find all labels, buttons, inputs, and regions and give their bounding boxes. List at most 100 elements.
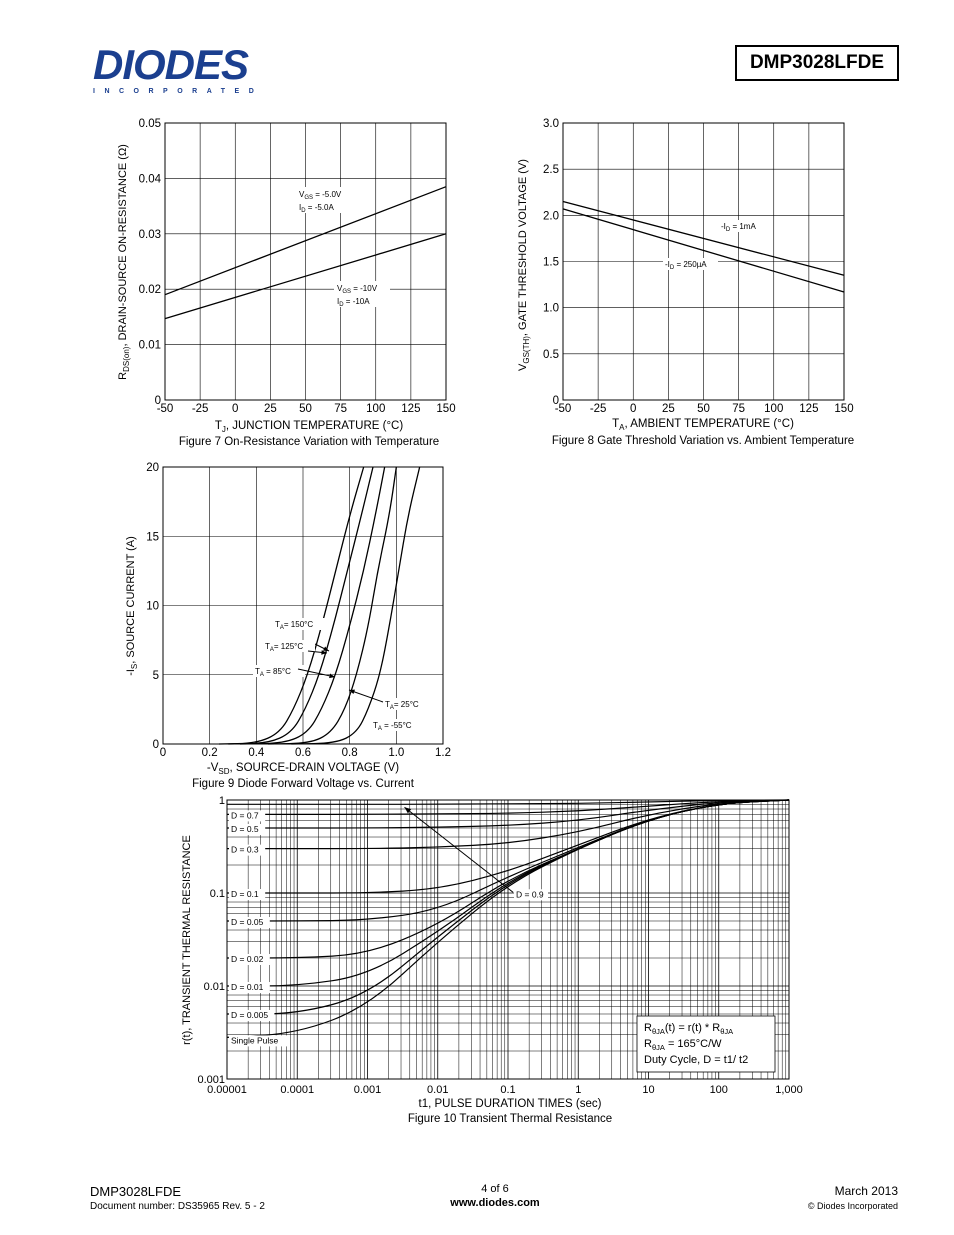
x-tick-label: 1.0 xyxy=(388,747,404,759)
svg-text:TA= 150°C: TA= 150°C xyxy=(275,620,313,631)
footer-left: DMP3028LFDE Document number: DS35965 Rev… xyxy=(90,1184,265,1212)
footer-copyright: © Diodes Incorporated xyxy=(807,1201,898,1211)
svg-text:D = 0.1: D = 0.1 xyxy=(231,889,259,899)
figure-8-annotation-250ua: -ID = 250µA xyxy=(663,258,718,271)
duty-cycle-label: Single Pulse xyxy=(229,1035,289,1047)
duty-cycle-0-9-label: D = 0.9 xyxy=(404,806,548,901)
x-tick-label: 0.4 xyxy=(248,747,265,759)
x-tick-label: 75 xyxy=(732,403,745,415)
x-tick-label: 0.0001 xyxy=(280,1084,314,1096)
y-tick-label: 0 xyxy=(155,395,161,407)
series-line-9 xyxy=(226,799,790,1038)
series-line-0 xyxy=(164,186,447,296)
footer-docnum: Document number: DS35965 Rev. 5 - 2 xyxy=(90,1201,265,1212)
y-tick-label: 20 xyxy=(146,462,159,474)
x-tick-label: 0 xyxy=(232,403,238,415)
x-tick-label: 125 xyxy=(401,403,420,415)
y-tick-label: 0.5 xyxy=(543,349,559,361)
y-tick-label: 5 xyxy=(153,670,159,682)
x-tick-label: 0.8 xyxy=(342,747,358,759)
svg-text:VGS = -5.0V: VGS = -5.0V xyxy=(299,190,342,201)
duty-cycle-label: D = 0.005 xyxy=(229,1009,275,1021)
logo-subtitle: INCORPORATED xyxy=(93,88,264,95)
svg-text:TA = 85°C: TA = 85°C xyxy=(255,667,291,678)
figure-8-caption: Figure 8 Gate Threshold Variation vs. Am… xyxy=(552,435,854,447)
label-arrow xyxy=(404,806,514,893)
figure-8-xlabel: TA, AMBIENT TEMPERATURE (°C) xyxy=(612,418,794,432)
x-tick-label: 1 xyxy=(575,1084,581,1096)
series-line-4 xyxy=(291,466,421,745)
x-tick-label: -25 xyxy=(590,403,607,415)
figure-9-series-label: TA = 85°C xyxy=(253,665,336,679)
series-line-3 xyxy=(267,466,397,745)
x-tick-label: 150 xyxy=(436,403,455,415)
figure-9-series-label: TA = -55°C xyxy=(371,719,423,732)
figure-9-series-label: TA= 125°C xyxy=(263,640,328,655)
figure-9-caption: Figure 9 Diode Forward Voltage vs. Curre… xyxy=(192,778,415,790)
svg-text:D = 0.5: D = 0.5 xyxy=(231,824,259,834)
label-arrow xyxy=(297,668,336,678)
x-tick-label: -50 xyxy=(157,403,174,415)
x-tick-label: 0 xyxy=(630,403,636,415)
duty-cycle-label: D = 0.5 xyxy=(229,823,266,835)
arrow-head xyxy=(349,689,355,695)
part-number-box: DMP3028LFDE xyxy=(735,45,899,81)
company-logo: DIODES INCORPORATED xyxy=(93,44,268,96)
duty-cycle-label: D = 0.02 xyxy=(229,954,270,966)
y-tick-label: 15 xyxy=(146,531,159,543)
figure-9-xlabel: -VSD, SOURCE-DRAIN VOLTAGE (V) xyxy=(207,762,399,776)
x-tick-label: 100 xyxy=(764,403,783,415)
figure-8-ylabel: VGS(TH), GATE THRESHOLD VOLTAGE (V) xyxy=(517,159,531,371)
svg-text:RθJA = 165°C/W: RθJA = 165°C/W xyxy=(644,1038,722,1052)
svg-text:D = 0.9: D = 0.9 xyxy=(516,889,544,899)
series-line-1 xyxy=(228,466,374,745)
svg-text:TA= 25°C: TA= 25°C xyxy=(385,700,419,711)
x-tick-label: 100 xyxy=(710,1084,728,1096)
y-tick-label: 1.5 xyxy=(543,257,559,269)
footer-part: DMP3028LFDE xyxy=(90,1184,182,1199)
figure-10-xlabel: t1, PULSE DURATION TIMES (sec) xyxy=(419,1098,602,1110)
svg-text:D = 0.005: D = 0.005 xyxy=(231,1010,268,1020)
duty-cycle-label: D = 0.01 xyxy=(229,982,270,993)
svg-text:D = 0.7: D = 0.7 xyxy=(231,810,259,820)
y-tick-label: 3.0 xyxy=(543,118,559,130)
y-tick-label: 0.001 xyxy=(197,1074,225,1086)
series-line-1 xyxy=(227,799,790,815)
svg-text:D = 0.05: D = 0.05 xyxy=(231,917,264,927)
y-tick-label: 0.05 xyxy=(139,118,161,130)
y-tick-label: 10 xyxy=(146,601,159,613)
svg-text:D = 0.3: D = 0.3 xyxy=(231,845,259,855)
x-tick-label: 25 xyxy=(264,403,277,415)
svg-text:Duty Cycle, D = t1/ t2: Duty Cycle, D = t1/ t2 xyxy=(644,1054,748,1066)
x-tick-label: 0 xyxy=(160,747,166,759)
series-line-1 xyxy=(164,233,447,320)
svg-text:Single Pulse: Single Pulse xyxy=(231,1035,279,1045)
footer-center: 4 of 6 www.diodes.com xyxy=(430,1183,560,1209)
svg-text:-ID = 250µA: -ID = 250µA xyxy=(665,260,707,271)
x-tick-label: 0.01 xyxy=(427,1084,448,1096)
y-tick-label: 1.0 xyxy=(543,303,559,315)
y-tick-label: 1 xyxy=(219,795,225,807)
y-tick-label: 0 xyxy=(553,395,559,407)
y-tick-label: 2.5 xyxy=(543,164,559,176)
y-tick-label: 2.0 xyxy=(543,210,559,222)
svg-text:-ID = 1mA: -ID = 1mA xyxy=(721,222,756,233)
x-tick-label: 50 xyxy=(697,403,710,415)
series-line-2 xyxy=(226,799,790,829)
footer-url[interactable]: www.diodes.com xyxy=(450,1197,540,1209)
duty-cycle-label: D = 0.7 xyxy=(229,810,266,822)
svg-text:TA= 125°C: TA= 125°C xyxy=(265,642,303,653)
figure-10-chart: 0.001 0.01 0.1 1 0.00001 0.0001 0.001 0.01 0.1 1… xyxy=(181,795,803,1125)
series-line-0 xyxy=(227,799,790,805)
figure-7-caption: Figure 7 On-Resistance Variation with Te… xyxy=(179,436,439,448)
arrow-head xyxy=(329,673,335,679)
x-tick-label: 150 xyxy=(834,403,853,415)
figure-8-chart: 0 0.5 1.0 1.5 2.0 2.5 3.0 -50 -25 0 25 50 75 100 125 1… xyxy=(517,118,854,447)
footer-page: 4 of 6 xyxy=(481,1183,509,1195)
y-tick-label: 0.01 xyxy=(139,340,161,352)
x-tick-label: 25 xyxy=(662,403,675,415)
figure-9-ylabel: -IS, SOURCE CURRENT (A) xyxy=(125,536,139,676)
series-line-3 xyxy=(226,799,790,850)
figure-7-chart: 0 0.01 0.02 0.03 0.04 0.05 -50 -25 0 25 50 75 100 12… xyxy=(117,118,456,448)
x-tick-label: -50 xyxy=(555,403,572,415)
